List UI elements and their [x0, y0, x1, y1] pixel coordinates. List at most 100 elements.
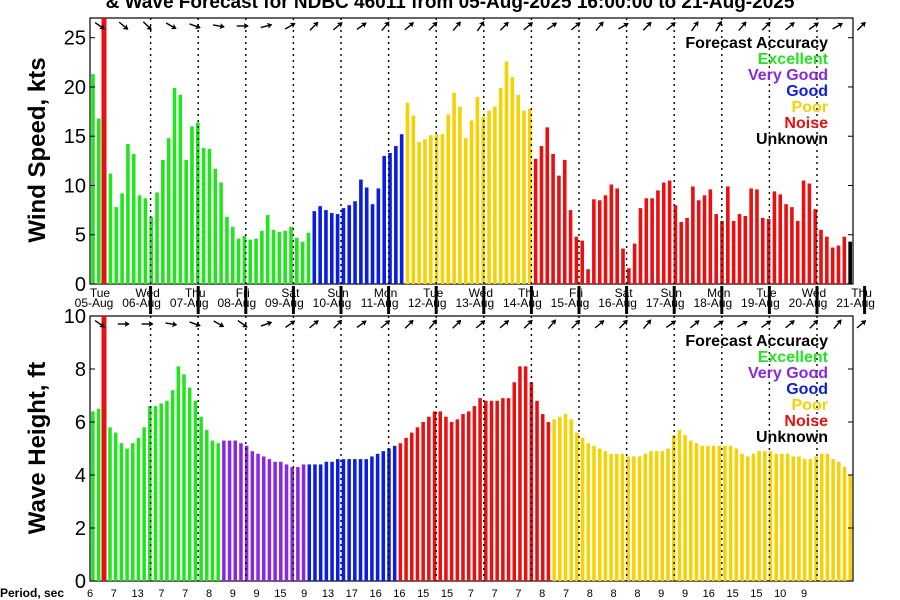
- direction-arrow: [595, 21, 604, 32]
- bar: [452, 92, 456, 285]
- bar: [830, 247, 835, 284]
- y-tick-label: 8: [75, 359, 86, 381]
- direction-arrow: [213, 320, 225, 328]
- legend-title: Forecast Accuracy: [685, 333, 828, 350]
- bar: [136, 437, 141, 581]
- period-row: 6 7 13 7 7 8 9 9 15 9 13 17 16 16 15 15 7 7 7 8 7 8 8 8 9 9 16 15 15…: [87, 588, 807, 600]
- date-label: 06-Aug: [122, 296, 161, 310]
- bar: [495, 400, 499, 581]
- bar: [825, 453, 830, 581]
- bar: [284, 464, 289, 581]
- bar: [683, 435, 687, 581]
- direction-arrow: [356, 22, 367, 31]
- bar: [837, 461, 841, 581]
- bar: [261, 456, 266, 581]
- period-value: 9: [254, 588, 260, 600]
- bar: [529, 382, 534, 581]
- direction-arrow: [738, 21, 747, 32]
- bar: [551, 153, 555, 284]
- direction-arrow: [165, 321, 178, 328]
- bar: [472, 406, 477, 581]
- bar: [484, 400, 488, 581]
- direction-arrow: [689, 320, 700, 329]
- legend-item: Good: [786, 381, 828, 398]
- bar: [165, 400, 169, 581]
- bar: [717, 445, 722, 581]
- bar: [125, 448, 129, 581]
- period-value: 8: [206, 588, 212, 600]
- direction-arrow: [809, 319, 819, 329]
- plot-area: [89, 315, 854, 582]
- bar: [230, 226, 235, 284]
- bar: [711, 445, 716, 581]
- bar: [772, 191, 777, 284]
- y-tick-label: 5: [75, 225, 86, 247]
- bar: [444, 416, 448, 581]
- bar: [227, 440, 232, 581]
- bar: [597, 200, 602, 284]
- bar: [341, 208, 346, 284]
- bar: [755, 189, 759, 284]
- date-label: 18-Aug: [693, 296, 732, 310]
- period-value: 8: [611, 588, 617, 600]
- bar: [501, 398, 505, 581]
- bar: [256, 453, 260, 581]
- bar: [825, 236, 829, 284]
- bar: [813, 209, 817, 284]
- period-value: 16: [369, 588, 381, 600]
- bar: [586, 269, 590, 284]
- direction-arrow: [236, 23, 249, 29]
- direction-arrow: [381, 21, 390, 32]
- bar: [539, 146, 544, 284]
- bar: [96, 118, 101, 285]
- y-tick-label: 15: [64, 126, 86, 148]
- wind-speed-panel: 0 5 10 15 20 25 Forecast AccuracyExcellentVery…: [64, 17, 875, 314]
- bar: [808, 459, 813, 581]
- bar: [392, 445, 397, 581]
- bar: [306, 232, 311, 284]
- bar: [290, 467, 294, 581]
- bar: [277, 231, 282, 284]
- bar: [656, 190, 660, 284]
- bar: [557, 175, 561, 284]
- bar: [318, 464, 323, 581]
- bar: [504, 61, 509, 284]
- bar: [381, 451, 386, 581]
- bar: [335, 214, 340, 284]
- direction-arrow: [833, 319, 842, 330]
- bar: [580, 240, 585, 284]
- direction-arrow: [643, 319, 652, 330]
- day-name-label: Tue: [423, 286, 444, 300]
- bar: [493, 106, 497, 284]
- bar: [364, 459, 368, 581]
- y-tick-label: 10: [64, 175, 86, 197]
- bar: [620, 453, 625, 581]
- bar: [196, 122, 200, 285]
- direction-arrow: [404, 22, 414, 31]
- period-value: 6: [87, 588, 93, 600]
- legend-item: Noise: [784, 413, 828, 430]
- day-name-label: Tue: [90, 286, 111, 300]
- date-label: 20-Aug: [789, 296, 828, 310]
- bar: [324, 210, 328, 284]
- direction-arrow: [117, 321, 130, 327]
- wave-y-axis-label: Wave Height, ft: [24, 362, 51, 534]
- bar: [819, 453, 824, 581]
- period-value: 9: [301, 588, 307, 600]
- bar: [621, 248, 625, 284]
- bar: [427, 416, 431, 581]
- bar: [193, 400, 198, 581]
- bar: [428, 135, 433, 284]
- bar: [159, 403, 163, 581]
- date-label: 12-Aug: [408, 296, 447, 310]
- bar: [295, 237, 299, 284]
- bar: [569, 419, 573, 581]
- bar: [481, 116, 486, 285]
- bar: [689, 440, 693, 581]
- chart-title: & Wave Forecast for NDBC 46011 from 05-A…: [106, 0, 795, 13]
- bar: [131, 443, 135, 581]
- direction-arrow: [785, 22, 795, 31]
- bar: [172, 87, 177, 284]
- period-value: 7: [111, 588, 117, 600]
